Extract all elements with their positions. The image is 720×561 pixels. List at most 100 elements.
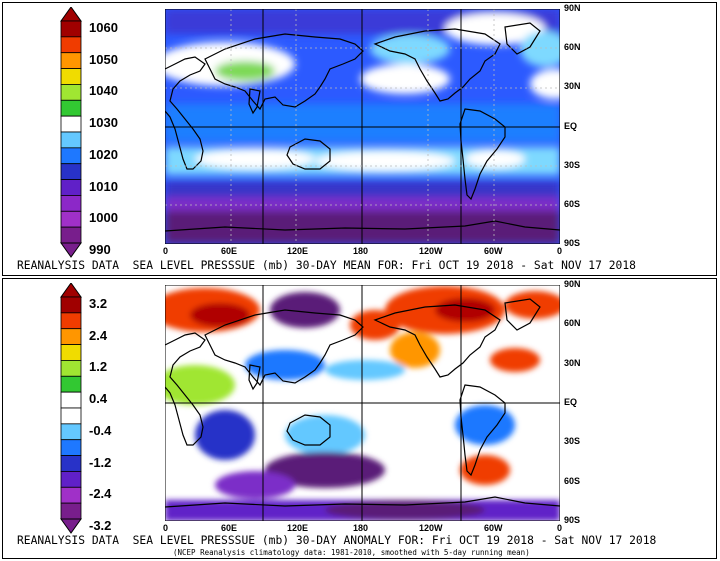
colorbar-tick-label: 990 bbox=[89, 241, 111, 257]
colorbar-tick-label: 1000 bbox=[89, 210, 118, 226]
colorbar-swatch bbox=[60, 147, 82, 165]
colorbar-swatch bbox=[60, 312, 82, 330]
coastline bbox=[504, 298, 541, 331]
colorbar-swatch bbox=[60, 360, 82, 377]
coastline bbox=[286, 138, 331, 170]
longitude-label: 180 bbox=[353, 523, 369, 533]
longitude-label: 60W bbox=[484, 523, 503, 533]
colorbar-swatch bbox=[60, 296, 82, 314]
colorbar-swatch bbox=[60, 115, 82, 133]
longitude-label: 0 bbox=[163, 246, 169, 256]
colorbar-swatch bbox=[60, 328, 82, 345]
coastline bbox=[165, 220, 560, 232]
mean-title: REANALYSIS DATA SEA LEVEL PRESSSUE (mb) … bbox=[17, 259, 636, 272]
coastline bbox=[165, 496, 560, 508]
colorbar-swatch bbox=[60, 210, 82, 228]
colorbar-swatch bbox=[60, 502, 82, 520]
colorbar-swatch bbox=[60, 423, 82, 441]
colorbar-swatch bbox=[60, 195, 82, 212]
latitude-label: 90N bbox=[564, 279, 581, 289]
colorbar-swatch bbox=[60, 163, 82, 180]
mean-pressure-map bbox=[165, 9, 560, 244]
coastline bbox=[204, 309, 364, 387]
colorbar-tick-label: 1.2 bbox=[89, 359, 108, 375]
colorbar-swatch bbox=[60, 36, 82, 54]
coastline bbox=[165, 56, 206, 170]
mean-pressure-panel: 1060 1050 1040 1030 1020 1010 1000 990 bbox=[2, 2, 717, 276]
latitude-label: 30S bbox=[564, 159, 581, 170]
colorbar-tick-label: 0.4 bbox=[89, 391, 108, 407]
anomaly-pressure-panel: 3.2 2.4 1.2 0.4 -0.4 -1.2 -2.4 -3.2 bbox=[2, 278, 717, 559]
colorbar-tick-label: 1050 bbox=[89, 51, 118, 67]
longitude-label: 0 bbox=[163, 523, 169, 533]
coastline bbox=[504, 22, 541, 55]
latitude-label: EQ bbox=[564, 120, 578, 131]
colorbar-tick-label: 3.2 bbox=[89, 295, 108, 311]
coastline bbox=[248, 364, 261, 391]
anomaly-pressure-map bbox=[165, 285, 560, 521]
coastline bbox=[204, 33, 364, 111]
colorbar-tick-label: 1020 bbox=[89, 146, 118, 162]
colorbar-arrow-bottom bbox=[60, 242, 82, 258]
coastline bbox=[248, 88, 261, 115]
latitude-label: 60N bbox=[564, 318, 581, 329]
colorbar-swatch bbox=[60, 226, 82, 244]
colorbar-swatch bbox=[60, 99, 82, 117]
colorbar-tick-label: -2.4 bbox=[89, 486, 112, 502]
anomaly-colorbar bbox=[60, 283, 82, 534]
colorbar-tick-label: -0.4 bbox=[89, 422, 112, 438]
latitude-label: 60S bbox=[564, 475, 581, 486]
colorbar-swatch bbox=[60, 486, 82, 504]
coastline bbox=[165, 332, 206, 446]
longitude-label: 60E bbox=[221, 523, 238, 533]
colorbar-tick-label: -1.2 bbox=[89, 454, 112, 470]
colorbar-swatch bbox=[60, 84, 82, 101]
longitude-label: 60W bbox=[484, 246, 503, 256]
longitude-label: 0 bbox=[557, 246, 563, 256]
climatology-note: (NCEP Reanalysis climatology data: 1981-… bbox=[173, 548, 530, 557]
colorbar-swatch bbox=[60, 68, 82, 85]
colorbar-swatch bbox=[60, 179, 82, 196]
colorbar-swatch bbox=[60, 407, 82, 425]
coastline bbox=[373, 28, 501, 102]
colorbar-tick-label: 2.4 bbox=[89, 327, 108, 343]
coastline bbox=[286, 414, 331, 446]
colorbar-tick-label: -3.2 bbox=[89, 517, 112, 533]
colorbar-swatch bbox=[60, 375, 82, 393]
latitude-label: EQ bbox=[564, 397, 578, 407]
colorbar-arrow-top bbox=[60, 283, 82, 298]
longitude-label: 120W bbox=[419, 523, 443, 533]
longitude-label: 120E bbox=[287, 523, 309, 533]
colorbar-swatch bbox=[60, 391, 82, 409]
colorbar-arrow-bottom bbox=[60, 518, 82, 534]
latitude-label: 30N bbox=[564, 357, 581, 368]
coastline bbox=[459, 384, 506, 477]
longitude-label: 0 bbox=[557, 523, 563, 533]
colorbar-swatch bbox=[60, 439, 82, 456]
longitude-label: 120E bbox=[287, 246, 309, 256]
latitude-label: 30N bbox=[564, 81, 581, 92]
latitude-label: 90N bbox=[564, 3, 581, 13]
colorbar-swatch bbox=[60, 20, 82, 38]
anomaly-title: REANALYSIS DATA SEA LEVEL PRESSSUE (mb) … bbox=[17, 534, 657, 547]
colorbar-swatch bbox=[60, 52, 82, 69]
colorbar-tick-label: 1030 bbox=[89, 115, 118, 131]
colorbar-tick-label: 1060 bbox=[89, 19, 118, 35]
colorbar-swatch bbox=[60, 131, 82, 149]
latitude-label: 60N bbox=[564, 42, 581, 53]
latitude-label: 90S bbox=[564, 238, 581, 248]
latitude-label: 30S bbox=[564, 436, 581, 447]
coastline bbox=[459, 108, 506, 201]
colorbar-tick-label: 1010 bbox=[89, 178, 118, 194]
longitude-label: 60E bbox=[221, 246, 238, 256]
longitude-label: 120W bbox=[419, 246, 443, 256]
longitude-label: 180 bbox=[353, 246, 369, 256]
colorbar-swatch bbox=[60, 344, 82, 361]
colorbar-arrow-top bbox=[60, 7, 82, 22]
colorbar-swatch bbox=[60, 455, 82, 472]
latitude-label: 60S bbox=[564, 198, 581, 209]
latitude-label: 90S bbox=[564, 515, 581, 525]
colorbar-tick-label: 1040 bbox=[89, 83, 118, 99]
colorbar-swatch bbox=[60, 471, 82, 488]
mean-colorbar bbox=[60, 7, 82, 258]
